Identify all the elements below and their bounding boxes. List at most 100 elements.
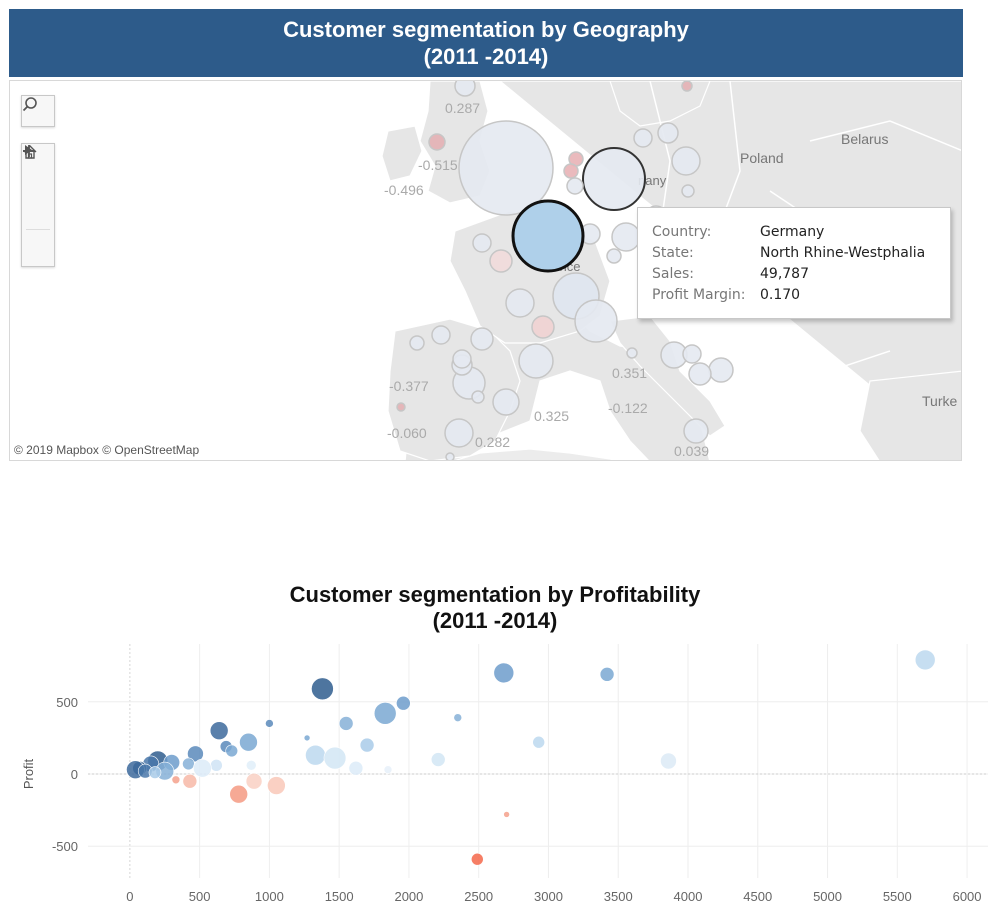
tooltip-margin-value: 0.170	[760, 287, 801, 303]
map-bubble-q[interactable]	[431, 325, 451, 345]
map-bubble-ab[interactable]	[445, 452, 455, 461]
data-point[interactable]	[265, 719, 274, 728]
scatter-title: Customer segmentation by Profitability (…	[0, 582, 990, 634]
map-bubble-uk-large[interactable]	[458, 120, 554, 216]
data-point[interactable]	[311, 677, 334, 701]
x-tick-label: 5000	[813, 889, 842, 904]
country-label-poland: Poland	[740, 150, 784, 166]
tooltip-row-margin: Profit Margin: 0.170	[652, 287, 950, 308]
data-point[interactable]	[914, 649, 936, 671]
play-button[interactable]	[22, 145, 54, 260]
tooltip-sales-label: Sales:	[652, 266, 694, 282]
map-bubble-france-east[interactable]	[574, 299, 618, 343]
map-zoom-toolbar	[21, 143, 55, 267]
data-point[interactable]	[182, 773, 198, 789]
map-bubble-switzerland[interactable]	[611, 222, 641, 252]
map-bubble-y[interactable]	[471, 390, 485, 404]
scatter-title-line1: Customer segmentation by Profitability	[289, 582, 701, 607]
country-label-turkey: Turke	[922, 393, 957, 409]
data-point[interactable]	[245, 760, 257, 771]
map-bubble-neg-5[interactable]	[563, 163, 579, 179]
data-point[interactable]	[193, 758, 212, 778]
x-tick-label: 2500	[464, 889, 493, 904]
data-point[interactable]	[503, 811, 510, 818]
map-bubble-j[interactable]	[688, 362, 712, 386]
data-point[interactable]	[209, 721, 229, 740]
map-bubble-f[interactable]	[444, 418, 474, 448]
data-point[interactable]	[660, 752, 677, 770]
data-point[interactable]	[239, 732, 258, 752]
data-point[interactable]	[430, 752, 446, 767]
data-point[interactable]	[359, 737, 375, 753]
map-value-label: 0.325	[534, 408, 569, 424]
data-point[interactable]	[323, 746, 347, 770]
map-bubble-a[interactable]	[671, 146, 701, 176]
map-bubble-s[interactable]	[452, 349, 472, 369]
map-bubble-neg-1[interactable]	[428, 133, 446, 151]
map-value-label: 0.351	[612, 365, 647, 381]
zoom-out-button[interactable]	[22, 150, 54, 199]
data-point[interactable]	[171, 775, 181, 785]
map-bubble-z[interactable]	[681, 184, 695, 198]
chart-points[interactable]	[126, 649, 936, 866]
x-tick-label: 0	[126, 889, 133, 904]
map-title-line1: Customer segmentation by Geography	[283, 17, 689, 42]
data-point[interactable]	[245, 772, 263, 790]
data-point[interactable]	[532, 735, 545, 749]
x-tick-label: 2000	[394, 889, 423, 904]
map-bubble-e[interactable]	[492, 388, 520, 416]
map-canvas[interactable]: Belarus Poland Turke nany France	[10, 81, 962, 461]
geography-map[interactable]: Belarus Poland Turke nany France	[9, 80, 962, 461]
home-button[interactable]	[22, 145, 54, 225]
map-bubble-v[interactable]	[566, 177, 584, 195]
map-bubble-r[interactable]	[472, 233, 492, 253]
data-point[interactable]	[348, 760, 364, 776]
map-bubbles[interactable]	[396, 81, 734, 461]
map-bubble-m[interactable]	[657, 122, 679, 144]
data-point[interactable]	[229, 784, 248, 804]
map-bubble-n[interactable]	[633, 128, 653, 148]
map-bubble-h[interactable]	[708, 357, 734, 383]
data-point[interactable]	[305, 744, 326, 766]
x-tick-label: 3000	[534, 889, 563, 904]
map-attribution[interactable]: © 2019 Mapbox © OpenStreetMap	[14, 443, 200, 457]
data-point[interactable]	[182, 757, 195, 771]
map-search-control[interactable]	[21, 95, 55, 127]
data-point[interactable]	[148, 766, 162, 779]
data-point[interactable]	[187, 745, 204, 763]
x-tick-label: 4000	[674, 889, 703, 904]
map-bubble-x[interactable]	[409, 335, 425, 351]
chart-axes: 0 500 1000 1500 2000 2500 3000 3500 4000 4500 5000…	[21, 695, 982, 904]
data-point[interactable]	[373, 702, 397, 725]
map-bubble-neg-2[interactable]	[489, 249, 513, 273]
map-value-labels: 0.287 -0.515 -0.496 -0.377 -0.060 0.282 …	[384, 100, 709, 459]
data-point[interactable]	[338, 716, 354, 731]
data-point[interactable]	[453, 713, 463, 722]
map-bubble-t[interactable]	[454, 81, 476, 97]
map-bubble-c[interactable]	[518, 343, 554, 379]
map-bubble-neg-7[interactable]	[396, 402, 406, 412]
data-point[interactable]	[225, 744, 239, 758]
profitability-scatter-chart[interactable]: 0 500 1000 1500 2000 2500 3000 3500 4000 4500 5000…	[0, 640, 990, 911]
data-point[interactable]	[267, 776, 286, 795]
data-point[interactable]	[210, 759, 223, 772]
map-bubble-w[interactable]	[606, 248, 622, 264]
data-point[interactable]	[396, 695, 411, 711]
data-point[interactable]	[599, 667, 615, 682]
country-label-belarus: Belarus	[841, 131, 888, 147]
map-value-label: -0.060	[387, 425, 427, 441]
data-point[interactable]	[471, 852, 484, 866]
data-point[interactable]	[383, 765, 393, 774]
map-bubble-k[interactable]	[682, 344, 702, 364]
data-point[interactable]	[303, 734, 311, 742]
map-bubble-neg-3[interactable]	[531, 315, 555, 339]
map-bubble-i[interactable]	[683, 418, 709, 444]
map-bubble-germany-north[interactable]	[582, 147, 646, 211]
map-bubble-aa[interactable]	[626, 347, 638, 359]
data-point[interactable]	[493, 662, 515, 684]
map-bubble-neg-6[interactable]	[681, 81, 693, 92]
map-bubble-b[interactable]	[505, 288, 535, 318]
land-scandinavia	[609, 81, 711, 127]
map-bubble-highlighted[interactable]	[511, 199, 585, 273]
map-bubble-o[interactable]	[470, 327, 494, 351]
